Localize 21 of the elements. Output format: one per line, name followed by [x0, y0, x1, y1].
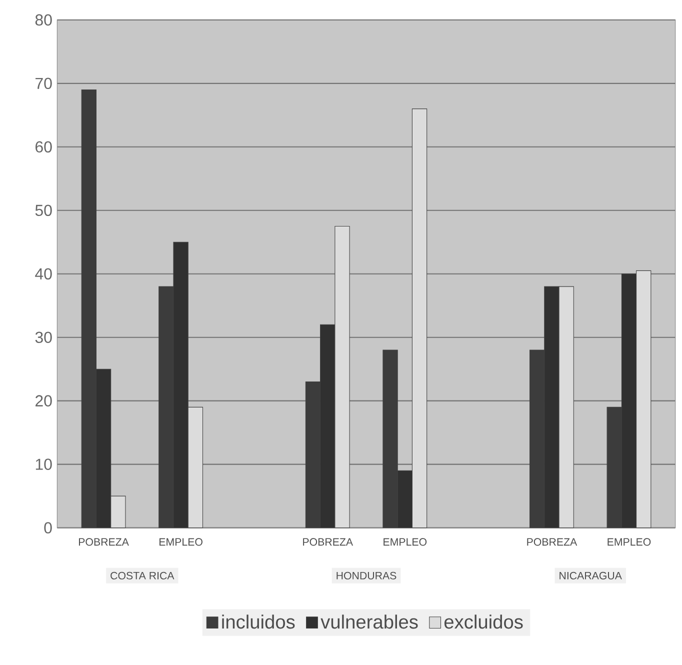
y-tick-label: 0: [44, 522, 52, 534]
x-tick-label: EMPLEO: [608, 538, 651, 546]
x-tick-label: POBREZA: [303, 538, 354, 546]
legend-label: incluidos: [222, 614, 295, 629]
x-tick-label: EMPLEO: [160, 538, 202, 546]
y-tick-label: 80: [35, 14, 52, 26]
y-tick-label: 20: [36, 395, 52, 407]
text: NICARAGUA: [560, 572, 622, 580]
y-tick-label: 50: [35, 204, 52, 216]
y-tick-label: 10: [36, 458, 52, 470]
legend-label: excluidos: [444, 614, 523, 629]
x-tick-label: POBREZA: [527, 538, 578, 546]
legend-label: vulnerables: [320, 614, 418, 629]
x-tick-label: POBREZA: [78, 538, 129, 546]
y-tick-label: 40: [35, 268, 52, 280]
y-tick-label: 30: [35, 332, 52, 344]
text: HONDURAS: [336, 572, 396, 580]
text: COSTA RICA: [110, 572, 174, 580]
y-tick-label: 60: [36, 141, 52, 153]
x-tick-label: EMPLEO: [384, 538, 427, 546]
y-tick-label: 70: [36, 78, 52, 90]
